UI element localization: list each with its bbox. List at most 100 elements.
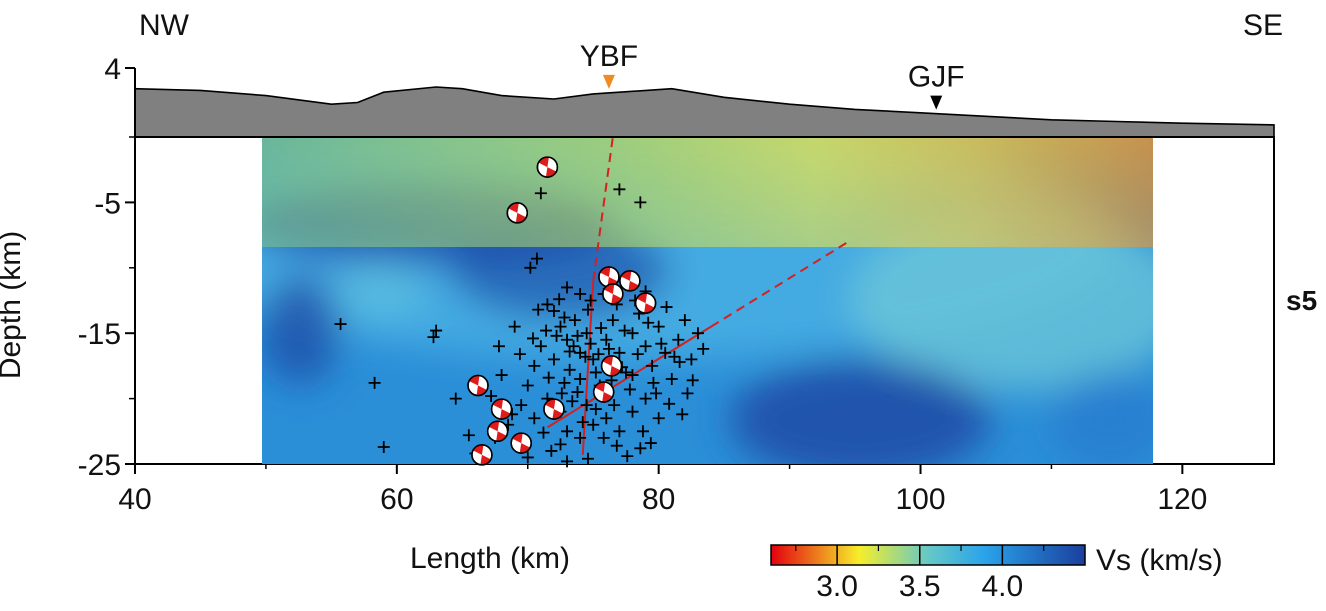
earthquake-marker [589,366,602,379]
focal-mechanism [490,398,513,420]
earthquake-marker [634,196,647,209]
earthquake-marker [547,304,560,317]
earthquake-marker [553,293,566,306]
fault-label-ybf: YBF [580,40,638,73]
focal-mechanism [619,270,641,292]
earthquake-marker [547,353,560,366]
y-tick-label: -5 [94,187,121,220]
earthquake-marker [636,425,649,438]
colorbar-tick-label: 3.0 [816,570,858,603]
x-tick-label: 40 [118,483,151,516]
focal-mechanisms [467,156,657,466]
earthquake-marker [608,399,621,412]
earthquake-marker [545,444,558,457]
colorbar-label: Vs (km/s) [1096,544,1223,577]
earthquake-marker [626,327,639,340]
earthquake-marker [613,425,626,438]
focal-mechanism [592,381,615,403]
focal-mechanism [467,374,489,397]
earthquake-marker [610,439,623,452]
earthquake-marker [602,342,615,355]
earthquake-marker [647,376,660,389]
focal-mechanism [543,398,565,420]
x-axis-label: Length (km) [410,542,570,575]
earthquake-marker [449,392,462,405]
earthquake-marker [678,314,691,327]
earthquake-marker [537,426,550,439]
earthquake-marker [574,372,587,385]
colorbar-tick-label: 4.0 [982,570,1024,603]
earthquake-marker [686,374,699,387]
earthquake-marker [427,331,440,344]
x-tick-label: 120 [1157,483,1207,516]
earthquake-marker [659,346,672,359]
earthquake-marker [676,408,689,421]
x-tick-label: 80 [642,483,675,516]
fault-markers: YBF GJF [580,40,965,110]
earthquake-marker [613,346,626,359]
earthquake-marker [595,321,608,334]
earthquake-marker [580,399,593,412]
earthquake-marker [534,340,547,353]
earthquake-marker [368,376,381,389]
earthquake-marker [592,348,605,361]
earthquake-marker [563,345,576,358]
earthquake-marker [521,451,534,464]
x-tick-label: 100 [895,483,945,516]
profile-label: s5 [1286,285,1317,316]
earthquake-marker [532,303,545,316]
earthquake-marker [597,431,610,444]
earthquake-marker [534,187,547,200]
earthquake-marker [563,363,576,376]
direction-se: SE [1243,9,1283,42]
fault-marker-gjf [930,95,943,110]
earthquake-marker [581,303,594,316]
earthquake-marker [550,329,563,342]
earthquake-marker [600,412,613,425]
earthquake-marker [584,337,597,350]
earthquake-marker [542,371,555,384]
earthquake-marker [672,333,685,346]
earthquake-marker [524,261,537,274]
earthquake-marker [515,399,528,412]
earthquake-marker [691,327,704,340]
earthquake-marker [492,340,505,353]
topography-profile [134,86,1275,138]
earthquake-marker [600,333,613,346]
colorbar-ticks: 3.0 3.5 4.0 [795,545,1045,603]
earthquake-marker [485,389,498,402]
focal-mechanism [600,355,623,377]
earthquake-marker [568,314,581,327]
fault-trace-dashed-0 [592,136,614,282]
earthquake-marker [652,412,665,425]
earthquake-marker [555,387,568,400]
x-axis: 40 60 80 100 120 [118,464,1207,516]
earthquake-marker [587,418,600,431]
focal-mechanism [486,420,509,443]
earthquake-marker [571,386,584,399]
earthquake-marker [618,324,631,337]
earthquake-marker [634,442,647,455]
fault-marker-ybf [602,74,615,89]
earthquake-marker [561,455,574,468]
earthquake-marker [644,437,657,450]
earthquake-marker [528,359,541,372]
earthquake-marker [584,294,597,307]
velocity-model [262,137,1153,464]
earthquake-marker [430,324,443,337]
earthquake-marker [642,316,655,329]
earthquake-marker [541,298,554,311]
earthquake-marker [580,327,593,340]
x-tick-label: 60 [380,483,413,516]
earthquake-marker [589,403,602,416]
earthquake-marker [581,452,594,465]
earthquake-marker [655,337,668,350]
earthquake-marker [685,353,698,366]
earthquake-marker [681,387,694,400]
y-tick-label: 4 [104,53,121,86]
earthquake-marker [697,342,710,355]
focal-mechanism [536,156,559,178]
fault-trace-dashed-1 [710,240,850,328]
earthquake-marker [566,395,579,408]
